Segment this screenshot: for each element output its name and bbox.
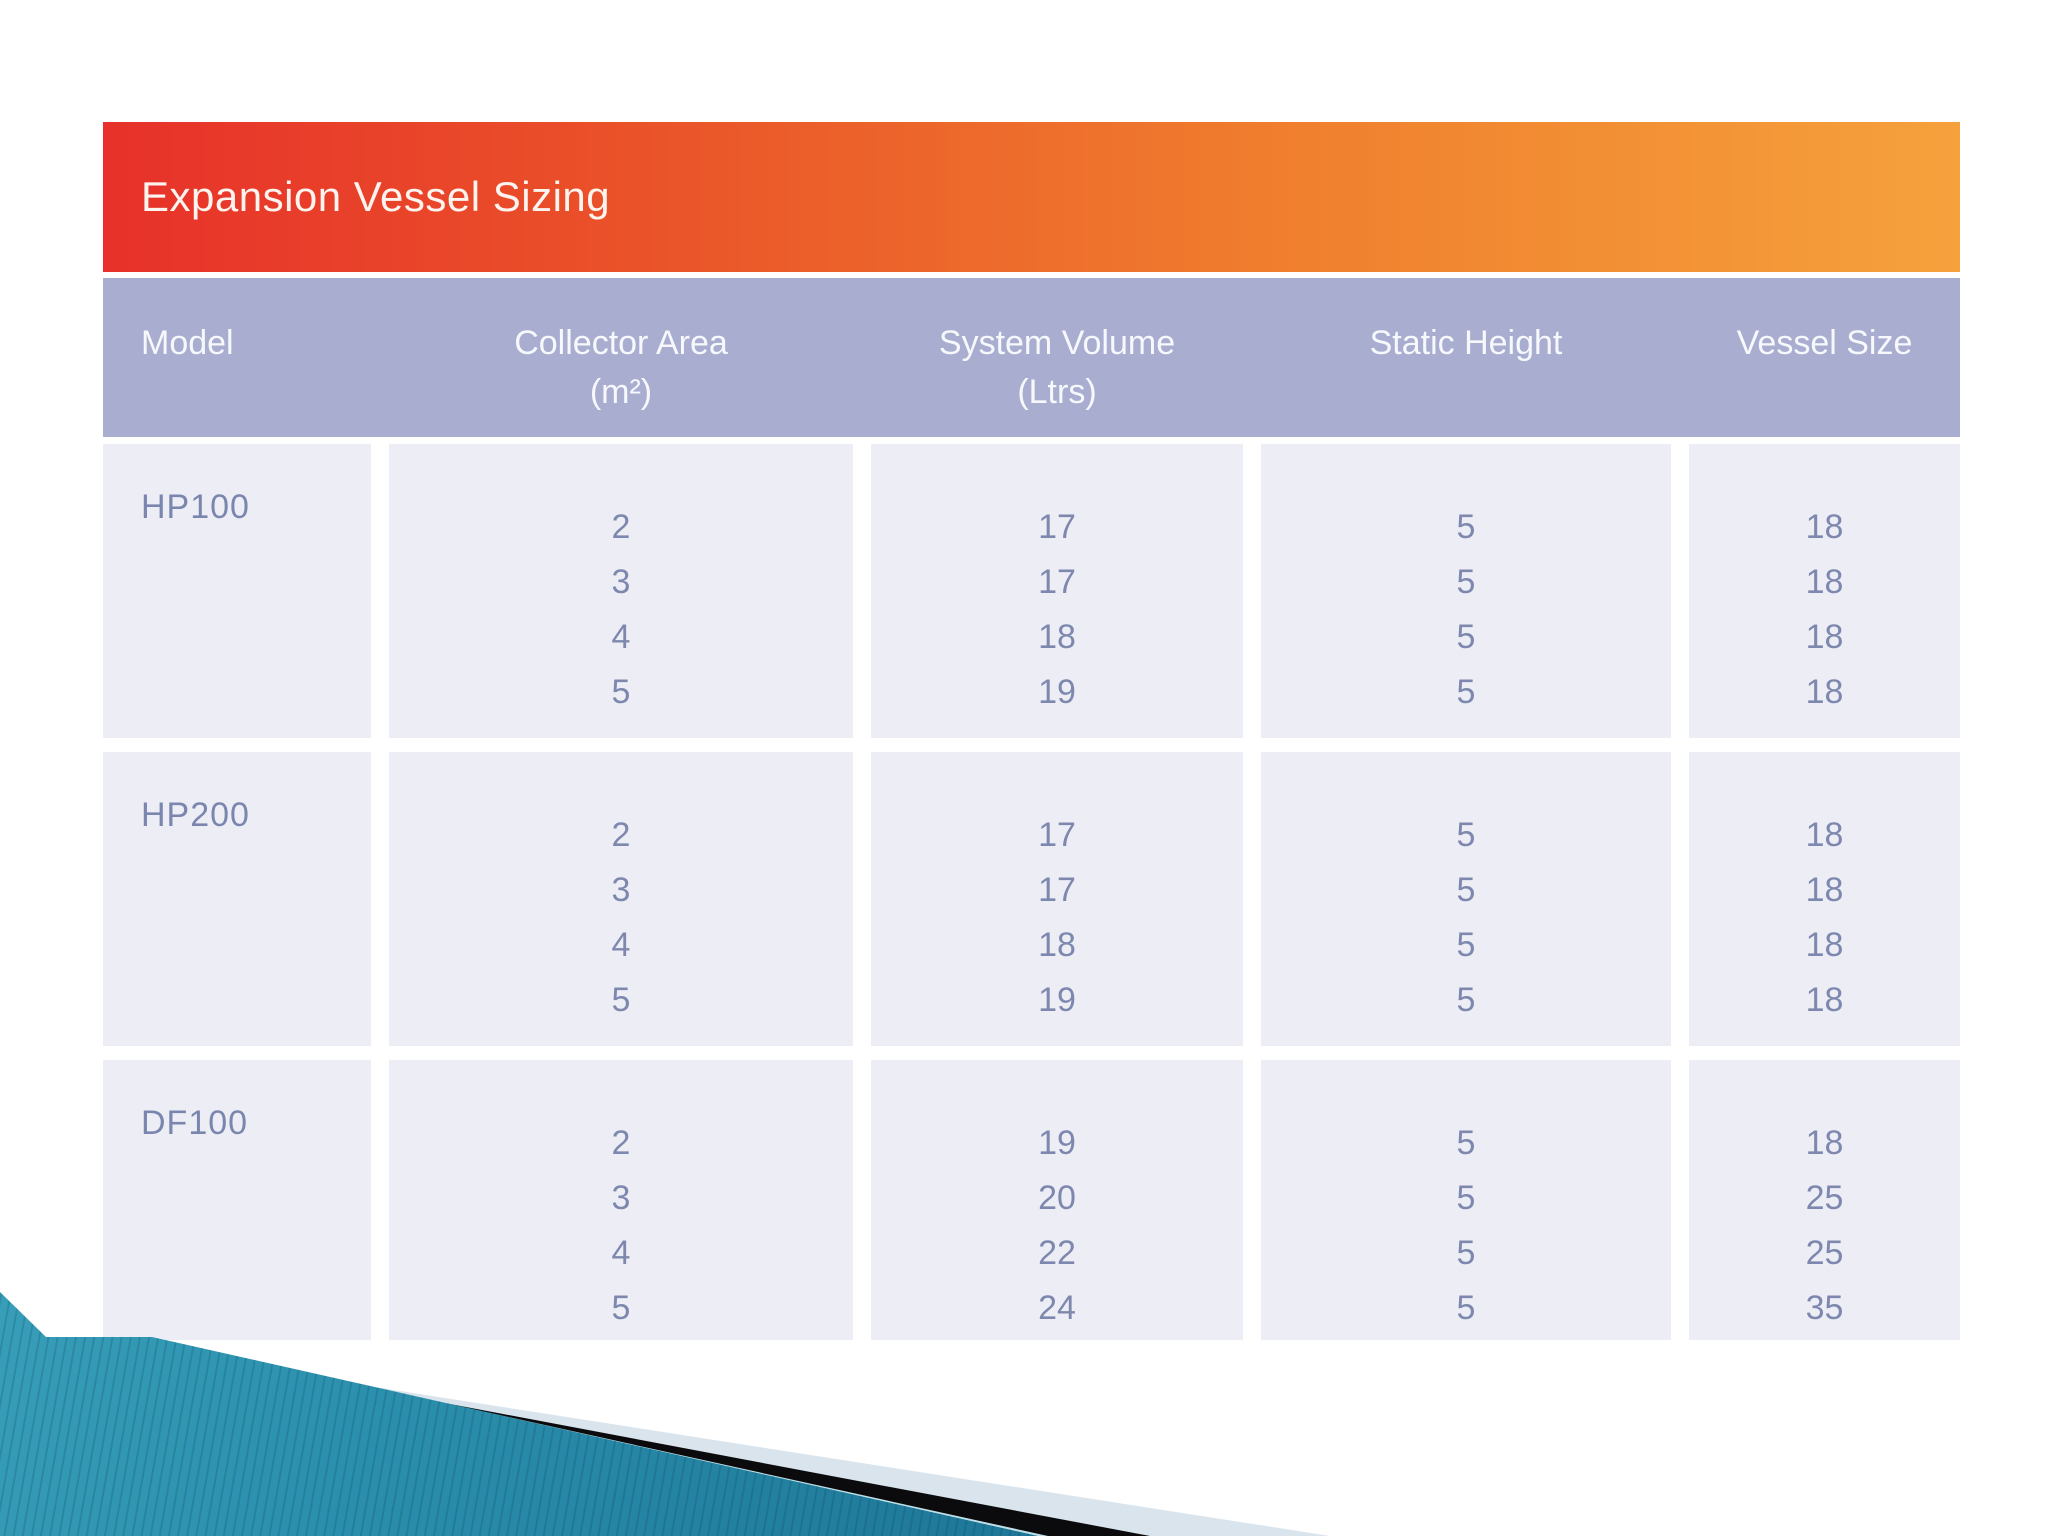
table-group-row-df100: DF100 2 3 4 5 19 20 22 24 5 5 5 5 18 25 25 35 — [103, 1060, 1960, 1340]
static-height-value: 5 — [1456, 1179, 1476, 1217]
collector-area-value: 3 — [611, 871, 631, 909]
collector-area-value: 2 — [611, 508, 631, 546]
collector-area-value: 5 — [611, 673, 631, 711]
system-volume-value: 22 — [1038, 1234, 1076, 1272]
system-volume-value: 19 — [1038, 1124, 1076, 1162]
vessel-size-value: 18 — [1805, 926, 1844, 964]
static-height-value: 5 — [1456, 508, 1476, 546]
vessel-size-value: 18 — [1805, 508, 1844, 546]
vessel-size-value: 18 — [1805, 673, 1844, 711]
value-cell-vessel-size: 18 25 25 35 — [1689, 1060, 1960, 1340]
collector-area-value: 4 — [611, 926, 631, 964]
value-cell-static-height: 5 5 5 5 — [1261, 752, 1671, 1046]
value-cell-vessel-size: 18 18 18 18 — [1689, 444, 1960, 738]
value-cell-static-height: 5 5 5 5 — [1261, 444, 1671, 738]
vessel-size-value: 18 — [1805, 1124, 1844, 1162]
system-volume-value: 17 — [1038, 508, 1076, 546]
system-volume-value: 19 — [1038, 981, 1076, 1019]
static-height-value: 5 — [1456, 871, 1476, 909]
table-group-row-hp200: HP200 2 3 4 5 17 17 18 19 5 5 5 5 18 18 18 18 — [103, 752, 1960, 1046]
static-height-value: 5 — [1456, 618, 1476, 656]
system-volume-value: 19 — [1038, 673, 1076, 711]
static-height-value: 5 — [1456, 563, 1476, 601]
static-height-value: 5 — [1456, 1289, 1476, 1327]
column-header-vessel-size: Vessel Size — [1736, 324, 1913, 362]
value-cell-system-volume: 17 17 18 19 — [871, 752, 1243, 1046]
system-volume-value: 20 — [1038, 1179, 1076, 1217]
system-volume-value: 17 — [1038, 816, 1076, 854]
vessel-size-value: 18 — [1805, 871, 1844, 909]
value-cell-collector-area: 2 3 4 5 — [389, 1060, 853, 1340]
collector-area-value: 5 — [611, 981, 631, 1019]
system-volume-value: 18 — [1038, 618, 1076, 656]
value-cell-collector-area: 2 3 4 5 — [389, 444, 853, 738]
model-cell: HP200 — [103, 752, 371, 1046]
vessel-size-value: 18 — [1805, 816, 1844, 854]
column-header-collector-area: Collector Area (m²) — [514, 324, 728, 411]
static-height-value: 5 — [1456, 673, 1476, 711]
system-volume-value: 17 — [1038, 563, 1076, 601]
collector-area-value: 4 — [611, 1234, 631, 1272]
vessel-size-value: 25 — [1805, 1234, 1844, 1272]
static-height-value: 5 — [1456, 926, 1476, 964]
static-height-value: 5 — [1456, 1124, 1476, 1162]
static-height-value: 5 — [1456, 816, 1476, 854]
vessel-size-value: 18 — [1805, 618, 1844, 656]
collector-area-value: 2 — [611, 816, 631, 854]
model-label: HP100 — [141, 488, 250, 526]
column-header-system-volume: System Volume (Ltrs) — [938, 324, 1176, 411]
system-volume-value: 24 — [1038, 1289, 1076, 1327]
value-cell-system-volume: 19 20 22 24 — [871, 1060, 1243, 1340]
collector-area-value: 5 — [611, 1289, 631, 1327]
system-volume-value: 17 — [1038, 871, 1076, 909]
collector-area-value: 4 — [611, 618, 631, 656]
expansion-vessel-sizing-table: Expansion Vessel Sizing Model Collector … — [103, 122, 1960, 1354]
collector-area-value: 3 — [611, 1179, 631, 1217]
model-label: HP200 — [141, 796, 250, 834]
table-column-header-row: Model Collector Area (m²) System Volume … — [103, 278, 1960, 437]
value-cell-collector-area: 2 3 4 5 — [389, 752, 853, 1046]
table-title: Expansion Vessel Sizing — [141, 173, 611, 220]
model-label: DF100 — [141, 1104, 249, 1142]
vessel-size-value: 25 — [1805, 1179, 1844, 1217]
table-group-row-hp100: HP100 2 3 4 5 17 17 18 19 5 5 5 5 18 18 18 18 — [103, 444, 1960, 738]
static-height-value: 5 — [1456, 1234, 1476, 1272]
table-title-bar: Expansion Vessel Sizing — [103, 122, 1960, 272]
column-header-model: Model — [141, 324, 234, 362]
value-cell-vessel-size: 18 18 18 18 — [1689, 752, 1960, 1046]
value-cell-static-height: 5 5 5 5 — [1261, 1060, 1671, 1340]
table-body: HP100 2 3 4 5 17 17 18 19 5 5 5 5 18 18 18 18 HP200 2 3 4 5 17… — [103, 444, 1960, 1340]
collector-area-value: 2 — [611, 1124, 631, 1162]
system-volume-value: 18 — [1038, 926, 1076, 964]
model-cell: HP100 — [103, 444, 371, 738]
vessel-size-value: 18 — [1805, 563, 1844, 601]
model-cell: DF100 — [103, 1060, 371, 1340]
value-cell-system-volume: 17 17 18 19 — [871, 444, 1243, 738]
collector-area-value: 3 — [611, 563, 631, 601]
vessel-size-value: 35 — [1805, 1289, 1844, 1327]
static-height-value: 5 — [1456, 981, 1476, 1019]
column-header-static-height: Static Height — [1369, 324, 1563, 362]
vessel-size-value: 18 — [1805, 981, 1844, 1019]
